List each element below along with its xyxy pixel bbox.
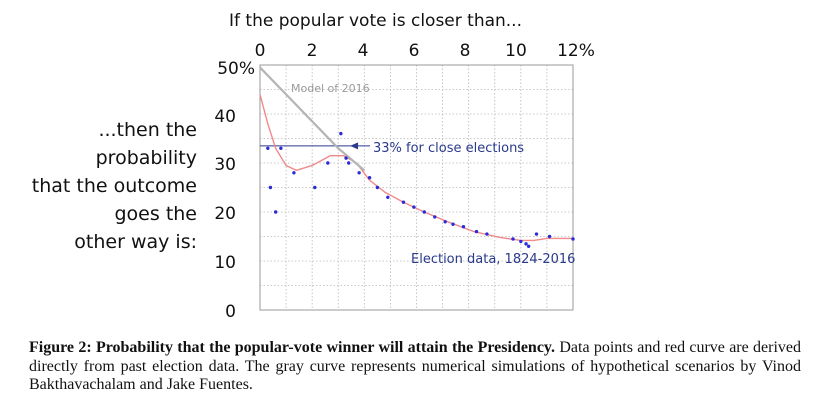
data-point xyxy=(344,156,348,160)
side-label-line: probability xyxy=(96,147,197,169)
grid xyxy=(260,65,573,310)
caption-body: Data points and red curve are derived di… xyxy=(29,339,801,393)
data-point xyxy=(313,185,317,190)
data-point xyxy=(357,171,361,175)
chart: If the popular vote is closer than... 0 … xyxy=(32,11,595,322)
data-point xyxy=(346,161,351,165)
y-tick-label: 40 xyxy=(214,107,236,127)
x-tick-label: 8 xyxy=(460,41,471,61)
side-label-line: that the outcome xyxy=(32,175,197,197)
x-tick-label: 2 xyxy=(307,41,318,61)
x-tick-label: 10 xyxy=(505,41,527,61)
x-tick-labels: 0 2 4 6 8 10 12% xyxy=(255,41,595,61)
model-of-2016-curve xyxy=(259,66,366,172)
data-point xyxy=(292,171,296,175)
side-label-line: goes the xyxy=(115,203,198,225)
y-tick-labels: 50% 40 30 20 10 0 xyxy=(214,59,255,322)
election-data-label: Election data, 1824-2016 xyxy=(411,252,575,267)
data-point xyxy=(485,232,489,236)
data-point xyxy=(401,200,406,204)
data-point xyxy=(571,237,575,241)
data-point xyxy=(524,242,528,246)
data-point xyxy=(451,222,455,226)
y-tick-label: 20 xyxy=(214,204,236,224)
data-point xyxy=(534,232,539,236)
data-point xyxy=(367,176,372,180)
data-point xyxy=(422,210,427,214)
y-tick-label: 10 xyxy=(214,253,236,273)
data-point xyxy=(268,185,273,190)
x-tick-label: 4 xyxy=(358,41,369,61)
data-point xyxy=(511,237,515,241)
data-point xyxy=(547,234,552,239)
chart-title: If the popular vote is closer than... xyxy=(229,11,522,31)
side-label-line: other way is: xyxy=(74,231,197,253)
data-point xyxy=(339,131,343,136)
x-tick-label: 12% xyxy=(557,41,595,61)
y-tick-label: 30 xyxy=(214,155,236,175)
caption-title: Figure 2: Probability that the popular-v… xyxy=(29,339,556,356)
data-point xyxy=(519,239,523,244)
x-tick-label: 6 xyxy=(409,41,420,61)
data-point xyxy=(474,229,479,234)
plot-frame xyxy=(259,64,574,311)
data-point xyxy=(266,146,270,150)
side-question: ...then the probability that the outcome… xyxy=(32,119,197,253)
y-tick-label: 50% xyxy=(217,59,255,79)
data-point xyxy=(279,146,283,150)
data-point xyxy=(443,220,447,224)
data-point xyxy=(273,210,278,214)
data-point xyxy=(386,195,390,199)
data-point xyxy=(526,244,531,248)
figure-caption: Figure 2: Probability that the popular-v… xyxy=(29,339,801,395)
data-point xyxy=(375,185,380,190)
close-elections-arrow-head xyxy=(350,142,359,150)
model-label: Model of 2016 xyxy=(291,82,370,95)
data-point xyxy=(412,205,416,209)
data-point xyxy=(461,225,466,229)
close-elections-label: 33% for close elections xyxy=(373,141,524,156)
y-tick-label: 0 xyxy=(225,302,236,322)
data-point xyxy=(326,161,330,165)
data-marks xyxy=(259,66,575,248)
x-tick-label: 0 xyxy=(255,41,266,61)
data-point xyxy=(433,215,437,219)
side-label-line: ...then the xyxy=(98,119,197,141)
